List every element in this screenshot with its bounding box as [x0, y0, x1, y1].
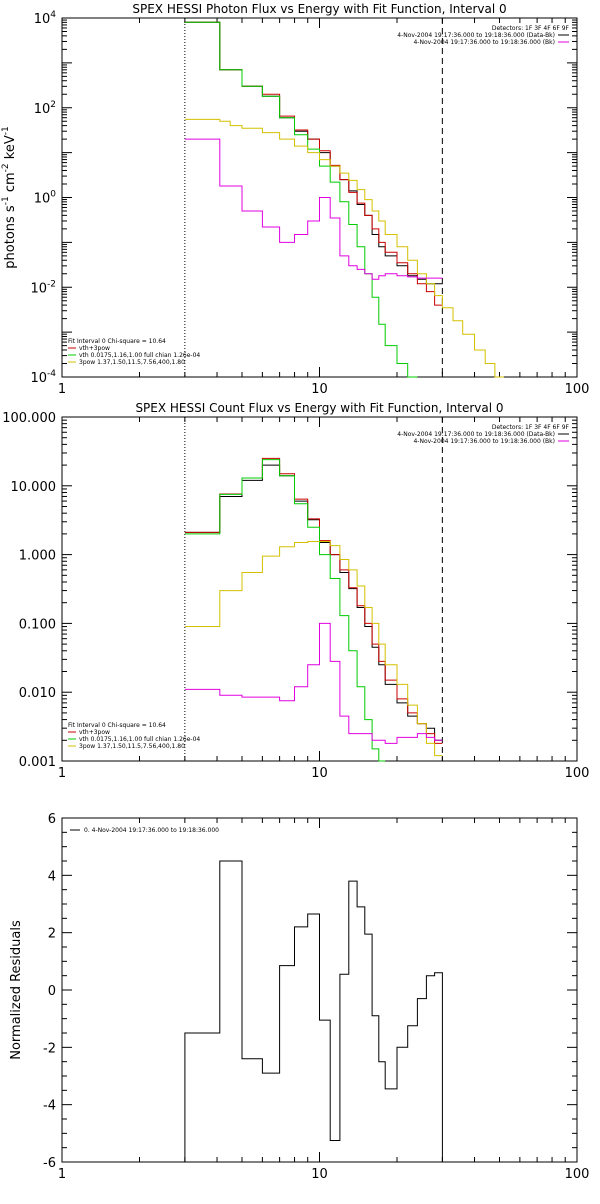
y-tick-label: -4 — [43, 1099, 56, 1114]
legend-entry: 4-Nov-2004 19:17:36.000 to 19:18:36.000 … — [413, 39, 555, 46]
y-tick-label: 100.000 — [2, 411, 56, 426]
y-tick-label: 0 — [48, 984, 56, 999]
legend-entry: Fit Interval 0 Chi-square = 10.64 — [68, 338, 166, 345]
x-tick-label: 10 — [311, 766, 328, 781]
x-tick-label: 100 — [565, 766, 590, 781]
legend-entry: 0. 4-Nov-2004 19:17:36.000 to 19:18:36.0… — [84, 827, 219, 834]
y-tick-label: -6 — [43, 1156, 56, 1171]
series-line-3 — [184, 459, 386, 762]
y-tick-label: 1.000 — [19, 549, 56, 564]
y-tick-label: 10.000 — [11, 480, 57, 495]
x-tick-label: 100 — [565, 1167, 590, 1182]
series-line-3 — [184, 21, 418, 378]
x-tick-label: 1 — [58, 766, 66, 781]
series-line-4 — [184, 118, 504, 378]
chart-panel-3: 1 10 100 -6 -4 -2 0 2 4 6 Normalized Residuals 0. 4… — [9, 812, 589, 1182]
y-tick-label: 102 — [34, 100, 56, 117]
chart-panel-2: SPEX HESSI Count Flux vs Energy with Fit… — [2, 401, 589, 781]
y-tick-label: -2 — [43, 1041, 56, 1056]
chart-title: SPEX HESSI Photon Flux vs Energy with Fi… — [132, 2, 506, 16]
y-tick-label: 100 — [34, 190, 57, 207]
chart-panel-1: SPEX HESSI Photon Flux vs Energy with Fi… — [1, 2, 589, 397]
x-tick-label: 10 — [311, 382, 328, 397]
y-tick-label: 2 — [48, 927, 56, 942]
legend-entry: vth 0.0175,1.16,1.00 full chian 1.26e-04 — [79, 736, 200, 743]
y-tick-label: 10-2 — [30, 279, 56, 296]
y-axis-label: photons s-1 cm-2 keV-1 — [1, 126, 18, 268]
y-tick-label: 0.001 — [19, 755, 56, 770]
legend-entry: vth 0.0175,1.16,1.00 full chian 1.26e-04 — [79, 352, 200, 359]
x-tick-label: 1 — [58, 382, 66, 397]
x-tick-label: 1 — [58, 1167, 66, 1182]
y-tick-label: 104 — [34, 10, 57, 27]
legend-entry: Fit Interval 0 Chi-square = 10.64 — [68, 722, 166, 729]
legend-entry: vth+3pow — [79, 729, 110, 736]
legend-entry: 4-Nov-2004 19:17:36.000 to 19:18:36.000 … — [397, 32, 555, 39]
y-tick-label: 10-4 — [30, 369, 56, 386]
legend-entry: 4-Nov-2004 19:17:36.000 to 19:18:36.000 … — [397, 431, 555, 438]
series-line-5 — [184, 138, 443, 280]
y-tick-label: 6 — [48, 812, 56, 827]
chart-title: SPEX HESSI Count Flux vs Energy with Fit… — [135, 401, 503, 415]
legend-entry: 4-Nov-2004 19:17:36.000 to 19:18:36.000 … — [413, 438, 555, 445]
legend-entry: Detectors: 1F 3F 4F 6F 9F — [492, 25, 570, 32]
y-tick-label: 4 — [48, 869, 56, 884]
legend-entry: vth+3pow — [79, 345, 110, 352]
series-line-4 — [184, 541, 443, 757]
series-line-5 — [184, 622, 443, 744]
y-tick-label: 0.100 — [19, 617, 56, 632]
x-tick-label: 10 — [311, 1167, 328, 1182]
x-tick-label: 100 — [565, 382, 590, 397]
y-axis-label: Normalized Residuals — [9, 920, 24, 1060]
y-tick-label: 0.010 — [19, 686, 56, 701]
legend-entry: 3pow 1.37,1.50,11.5,7.56,400,1.80 — [79, 743, 185, 750]
legend-entry: Detectors: 1F 3F 4F 6F 9F — [492, 424, 570, 431]
legend-entry: 3pow 1.37,1.50,11.5,7.56,400,1.80 — [79, 359, 185, 366]
series-line-1 — [184, 860, 443, 1162]
